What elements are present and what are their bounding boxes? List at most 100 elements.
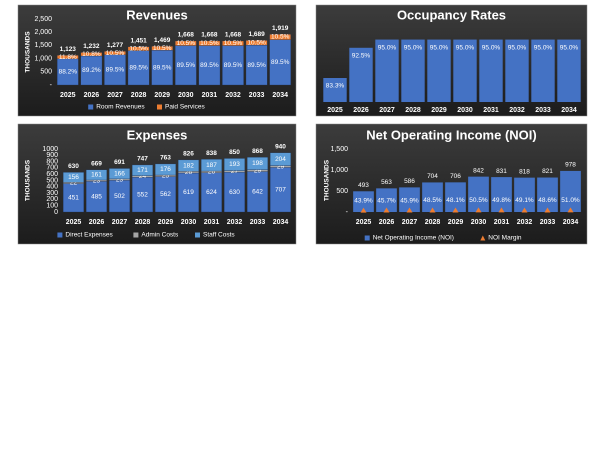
bar-segment: [109, 168, 131, 180]
data-label: 23: [93, 177, 101, 184]
y-tick-label: 2,500: [34, 16, 52, 23]
total-label: 826: [183, 151, 194, 158]
y-axis-title: THOUSANDS: [25, 159, 32, 201]
data-label: 176: [160, 166, 171, 173]
x-tick-label: 2034: [561, 107, 577, 114]
data-label: 707: [275, 186, 286, 193]
data-label: 45.9%: [400, 197, 419, 204]
data-label: 10.5%: [129, 45, 148, 52]
bar: [375, 39, 399, 102]
bar-segment: [151, 46, 173, 51]
y-tick-label: 100: [46, 203, 58, 210]
x-tick-label: 2033: [250, 219, 266, 226]
bar-segment: [175, 40, 197, 46]
total-label: 1,232: [83, 43, 100, 50]
data-label: 89.5%: [177, 62, 196, 69]
y-tick-label: 1,500: [330, 146, 348, 153]
y-tick-label: 400: [46, 184, 58, 191]
bar: [376, 188, 397, 212]
y-tick-label: 300: [46, 190, 58, 197]
data-label: 630: [229, 189, 240, 196]
margin-marker: [567, 207, 574, 213]
bar: [453, 39, 477, 102]
data-label: 842: [473, 167, 484, 174]
data-label: 562: [160, 191, 171, 198]
bar: [422, 182, 443, 212]
x-tick-label: 2028: [405, 107, 421, 114]
margin-marker: [452, 207, 459, 213]
data-label: 10.5%: [224, 40, 243, 47]
data-label: 10.5%: [177, 40, 196, 47]
data-label: 10.5%: [247, 39, 266, 46]
x-tick-label: 2030: [457, 107, 473, 114]
bar-segment: [269, 34, 291, 40]
y-tick-label: 500: [46, 177, 58, 184]
bar-segment: [57, 55, 79, 60]
data-label: 642: [252, 188, 263, 195]
bar: [560, 170, 581, 212]
bar: [491, 177, 512, 212]
data-label: 45.7%: [377, 197, 396, 204]
data-label: 95.0%: [378, 44, 397, 51]
legend-label: Admin Costs: [141, 232, 179, 239]
bar-segment: [223, 158, 245, 171]
total-label: 838: [206, 150, 217, 157]
y-axis-title: THOUSANDS: [324, 159, 331, 201]
x-tick-label: 2026: [353, 107, 369, 114]
x-tick-label: 2025: [66, 219, 82, 226]
data-label: 27: [231, 168, 239, 175]
total-label: 940: [275, 143, 286, 150]
total-label: 850: [229, 149, 240, 156]
x-tick-label: 2027: [402, 219, 418, 226]
y-tick-label: 600: [46, 171, 58, 178]
data-label: 49.1%: [515, 197, 534, 204]
data-label: 22: [70, 180, 78, 187]
data-label: 95.0%: [482, 44, 501, 51]
bar-segment: [177, 159, 199, 172]
data-label: 26: [208, 169, 216, 176]
x-tick-label: 2027: [107, 92, 123, 99]
data-label: 704: [427, 173, 438, 180]
y-tick-label: 500: [40, 69, 52, 76]
data-label: 586: [404, 178, 415, 185]
legend-swatch: [480, 235, 486, 241]
bar: [468, 176, 489, 212]
data-label: 89.2%: [82, 67, 101, 74]
y-axis-title: THOUSANDS: [25, 31, 32, 73]
data-label: 156: [68, 174, 79, 181]
x-tick-label: 2030: [178, 92, 194, 99]
legend-swatch: [88, 104, 94, 110]
y-tick-label: 700: [46, 165, 58, 172]
bar-segment: [86, 169, 108, 181]
margin-marker: [498, 207, 505, 213]
legend-label: Paid Services: [165, 104, 205, 111]
bar-segment: [127, 46, 150, 51]
total-label: 1,668: [225, 32, 242, 39]
x-tick-label: 2033: [249, 92, 265, 99]
y-tick-label: 1000: [42, 146, 58, 153]
y-tick-label: 200: [46, 196, 58, 203]
data-label: 23: [116, 176, 124, 183]
legend-label: Staff Costs: [203, 232, 235, 239]
bar: [445, 182, 466, 212]
total-label: 1,689: [248, 31, 265, 38]
chart-title: Revenues: [126, 7, 187, 22]
data-label: 89.5%: [200, 62, 219, 69]
data-label: 88.2%: [59, 69, 78, 76]
bar-segment: [80, 52, 103, 57]
bar-segment: [246, 157, 268, 170]
y-tick-label: 1,000: [330, 167, 348, 174]
chart-title: Net Operating Income (NOI): [366, 127, 536, 142]
x-tick-label: 2029: [431, 107, 447, 114]
x-tick-label: 2032: [509, 107, 525, 114]
legend-label: NOI Margin: [488, 235, 522, 242]
bar: [557, 39, 581, 102]
legend-swatch: [57, 232, 63, 238]
total-label: 1,451: [130, 37, 147, 44]
y-tick-label: 1,500: [34, 42, 52, 49]
data-label: 198: [252, 160, 263, 167]
total-label: 1,668: [201, 32, 218, 39]
y-tick-label: 900: [46, 152, 58, 159]
data-label: 43.9%: [354, 197, 373, 204]
bar: [531, 39, 555, 102]
